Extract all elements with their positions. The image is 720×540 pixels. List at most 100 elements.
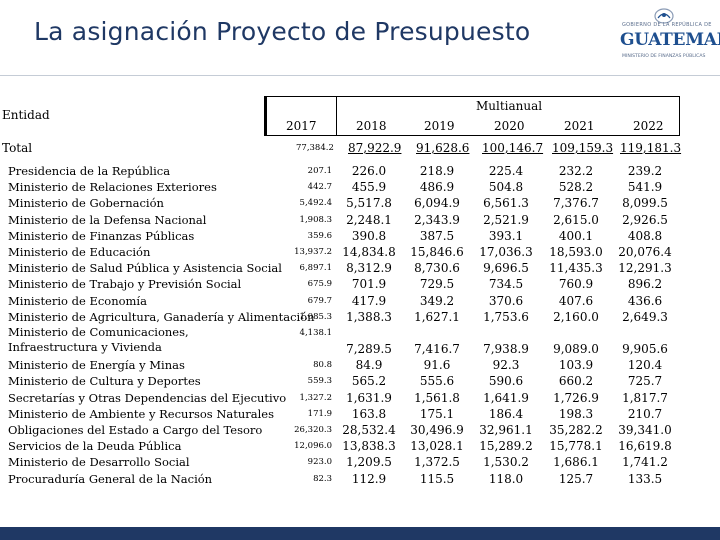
value-cell: 30,496.9: [410, 423, 464, 438]
entity-name: Ministerio de la Defensa Nacional: [8, 212, 207, 227]
entity-name: Ministerio de Salud Pública y Asistencia…: [8, 261, 282, 276]
value-cell: 565.2: [351, 374, 387, 389]
value-cell: 2,343.9: [414, 212, 460, 227]
value-cell: 2,248.1: [346, 212, 392, 227]
value-cell: 1,372.5: [414, 455, 460, 470]
page-title: La asignación Proyecto de Presupuesto: [34, 17, 531, 46]
logo-bottom-text: MINISTERIO DE FINANZAS PÚBLICAS: [622, 54, 706, 59]
header-divider-1: [336, 96, 337, 136]
value-cell: 207.1: [307, 166, 332, 176]
entity-name: Servicios de la Deuda Pública: [8, 439, 182, 454]
value-cell: 35,282.2: [549, 423, 603, 438]
value-cell: 9,696.5: [483, 261, 529, 276]
value-cell: 387.5: [419, 228, 455, 243]
coat-of-arms-icon: [654, 8, 674, 24]
logo-top-text: GOBIERNO DE LA REPÚBLICA DE: [622, 22, 712, 28]
value-cell: 26,320.3: [294, 425, 332, 436]
entity-header: Entidad: [2, 108, 50, 122]
entity-name: Procuraduría General de la Nación: [8, 471, 213, 486]
year-header-2018: 2018: [356, 119, 387, 133]
value-cell: 163.8: [351, 406, 387, 421]
table-header-box: [264, 96, 680, 136]
value-cell: 1,209.5: [346, 455, 392, 470]
value-cell: 16,619.8: [618, 439, 672, 454]
value-cell: 407.6: [558, 293, 594, 308]
value-cell: 11,435.3: [549, 261, 603, 276]
total-2017: 77,384.2: [296, 143, 334, 153]
value-cell: 1,753.6: [483, 309, 529, 324]
value-cell: 8,099.5: [622, 196, 668, 211]
value-cell: 701.9: [351, 277, 387, 292]
value-cell: 171.9: [307, 408, 332, 419]
value-cell: 6,094.9: [414, 196, 460, 211]
value-cell: 125.7: [558, 471, 594, 486]
value-cell: 175.1: [419, 406, 455, 421]
value-cell: 2,615.0: [553, 212, 599, 227]
column-2020: 225.4 504.8 6,561.3 2,521.9 393.1 17,036.3 9,6…: [474, 163, 538, 487]
entity-name: Ministerio de Desarrollo Social: [8, 455, 190, 470]
value-cell: 1,908.3: [299, 214, 332, 225]
value-cell: 1,388.3: [346, 309, 392, 324]
value-cell: 120.4: [627, 358, 663, 373]
value-cell: 198.3: [558, 406, 594, 421]
value-cell: 133.5: [627, 471, 663, 486]
total-2018: 87,922.9: [348, 141, 402, 155]
value-cell: 15,778.1: [549, 439, 603, 454]
total-label: Total: [2, 141, 33, 155]
value-cell: 91.6: [423, 358, 451, 373]
value-cell: 408.8: [627, 228, 663, 243]
value-cell: 1,631.9: [346, 390, 392, 405]
entity-name: Ministerio de Ambiente y Recursos Natura…: [8, 406, 275, 421]
value-cell: 218.9: [419, 164, 455, 178]
value-cell: 590.6: [488, 374, 524, 389]
column-2022: 239.2 541.9 8,099.5 2,926.5 408.8 20,076.4 12,…: [612, 163, 678, 487]
value-cell: 6,897.1: [299, 263, 332, 274]
footer-bar: [0, 527, 720, 540]
value-cell: 504.8: [488, 180, 524, 195]
logo-main-text: GUATEMALA: [620, 30, 720, 50]
value-cell: 210.7: [627, 406, 663, 421]
total-2022: 119,181.3: [620, 141, 682, 155]
entity-name: Secretarías y Otras Dependencias del Eje…: [8, 390, 287, 405]
year-header-2019: 2019: [424, 119, 455, 133]
value-cell: 436.6: [627, 293, 663, 308]
value-cell: 226.0: [351, 164, 387, 178]
value-cell: 1,686.1: [553, 455, 599, 470]
value-cell: 528.2: [558, 180, 594, 195]
value-cell: 12,291.3: [618, 261, 672, 276]
total-2021: 109,159.3: [552, 141, 614, 155]
value-cell: 760.9: [558, 277, 594, 292]
year-header-2017: 2017: [286, 119, 317, 133]
entity-name: Ministerio de Relaciones Exteriores: [8, 180, 217, 195]
value-cell: 186.4: [488, 406, 524, 421]
value-cell: 80.8: [313, 360, 332, 371]
value-cell: 390.8: [351, 228, 387, 243]
value-cell: 555.6: [419, 374, 455, 389]
value-cell: 1,327.2: [299, 392, 332, 403]
value-cell: 541.9: [627, 180, 663, 195]
value-cell: 455.9: [351, 180, 387, 195]
year-header-2021: 2021: [564, 119, 595, 133]
value-cell: 112.9: [351, 471, 387, 486]
value-cell: 92.3: [492, 358, 520, 373]
value-cell: 6,561.3: [483, 196, 529, 211]
value-cell: 20,076.4: [618, 244, 672, 259]
value-cell: 39,341.0: [618, 423, 672, 438]
value-cell: 7,289.5: [346, 342, 392, 357]
entity-name: Presidencia de la República: [8, 164, 171, 178]
value-cell: 1,641.9: [483, 390, 529, 405]
value-cell: 1,741.2: [622, 455, 668, 470]
column-2021: 232.2 528.2 7,376.7 2,615.0 400.1 18,593.0 11,…: [544, 163, 608, 487]
value-cell: 5,517.8: [346, 196, 392, 211]
entity-name: Ministerio de Economía: [8, 293, 147, 308]
value-cell: 14,834.8: [342, 244, 396, 259]
value-cell: 232.2: [558, 164, 594, 178]
value-cell: 8,312.9: [346, 261, 392, 276]
value-cell: 486.9: [419, 180, 455, 195]
value-cell: 896.2: [627, 277, 663, 292]
value-cell: 359.6: [307, 230, 332, 241]
entity-name: Ministerio de Agricultura, Ganadería y A…: [8, 309, 315, 324]
value-cell: 393.1: [488, 228, 524, 243]
year-header-2020: 2020: [494, 119, 525, 133]
value-cell: 9,905.6: [622, 342, 668, 357]
